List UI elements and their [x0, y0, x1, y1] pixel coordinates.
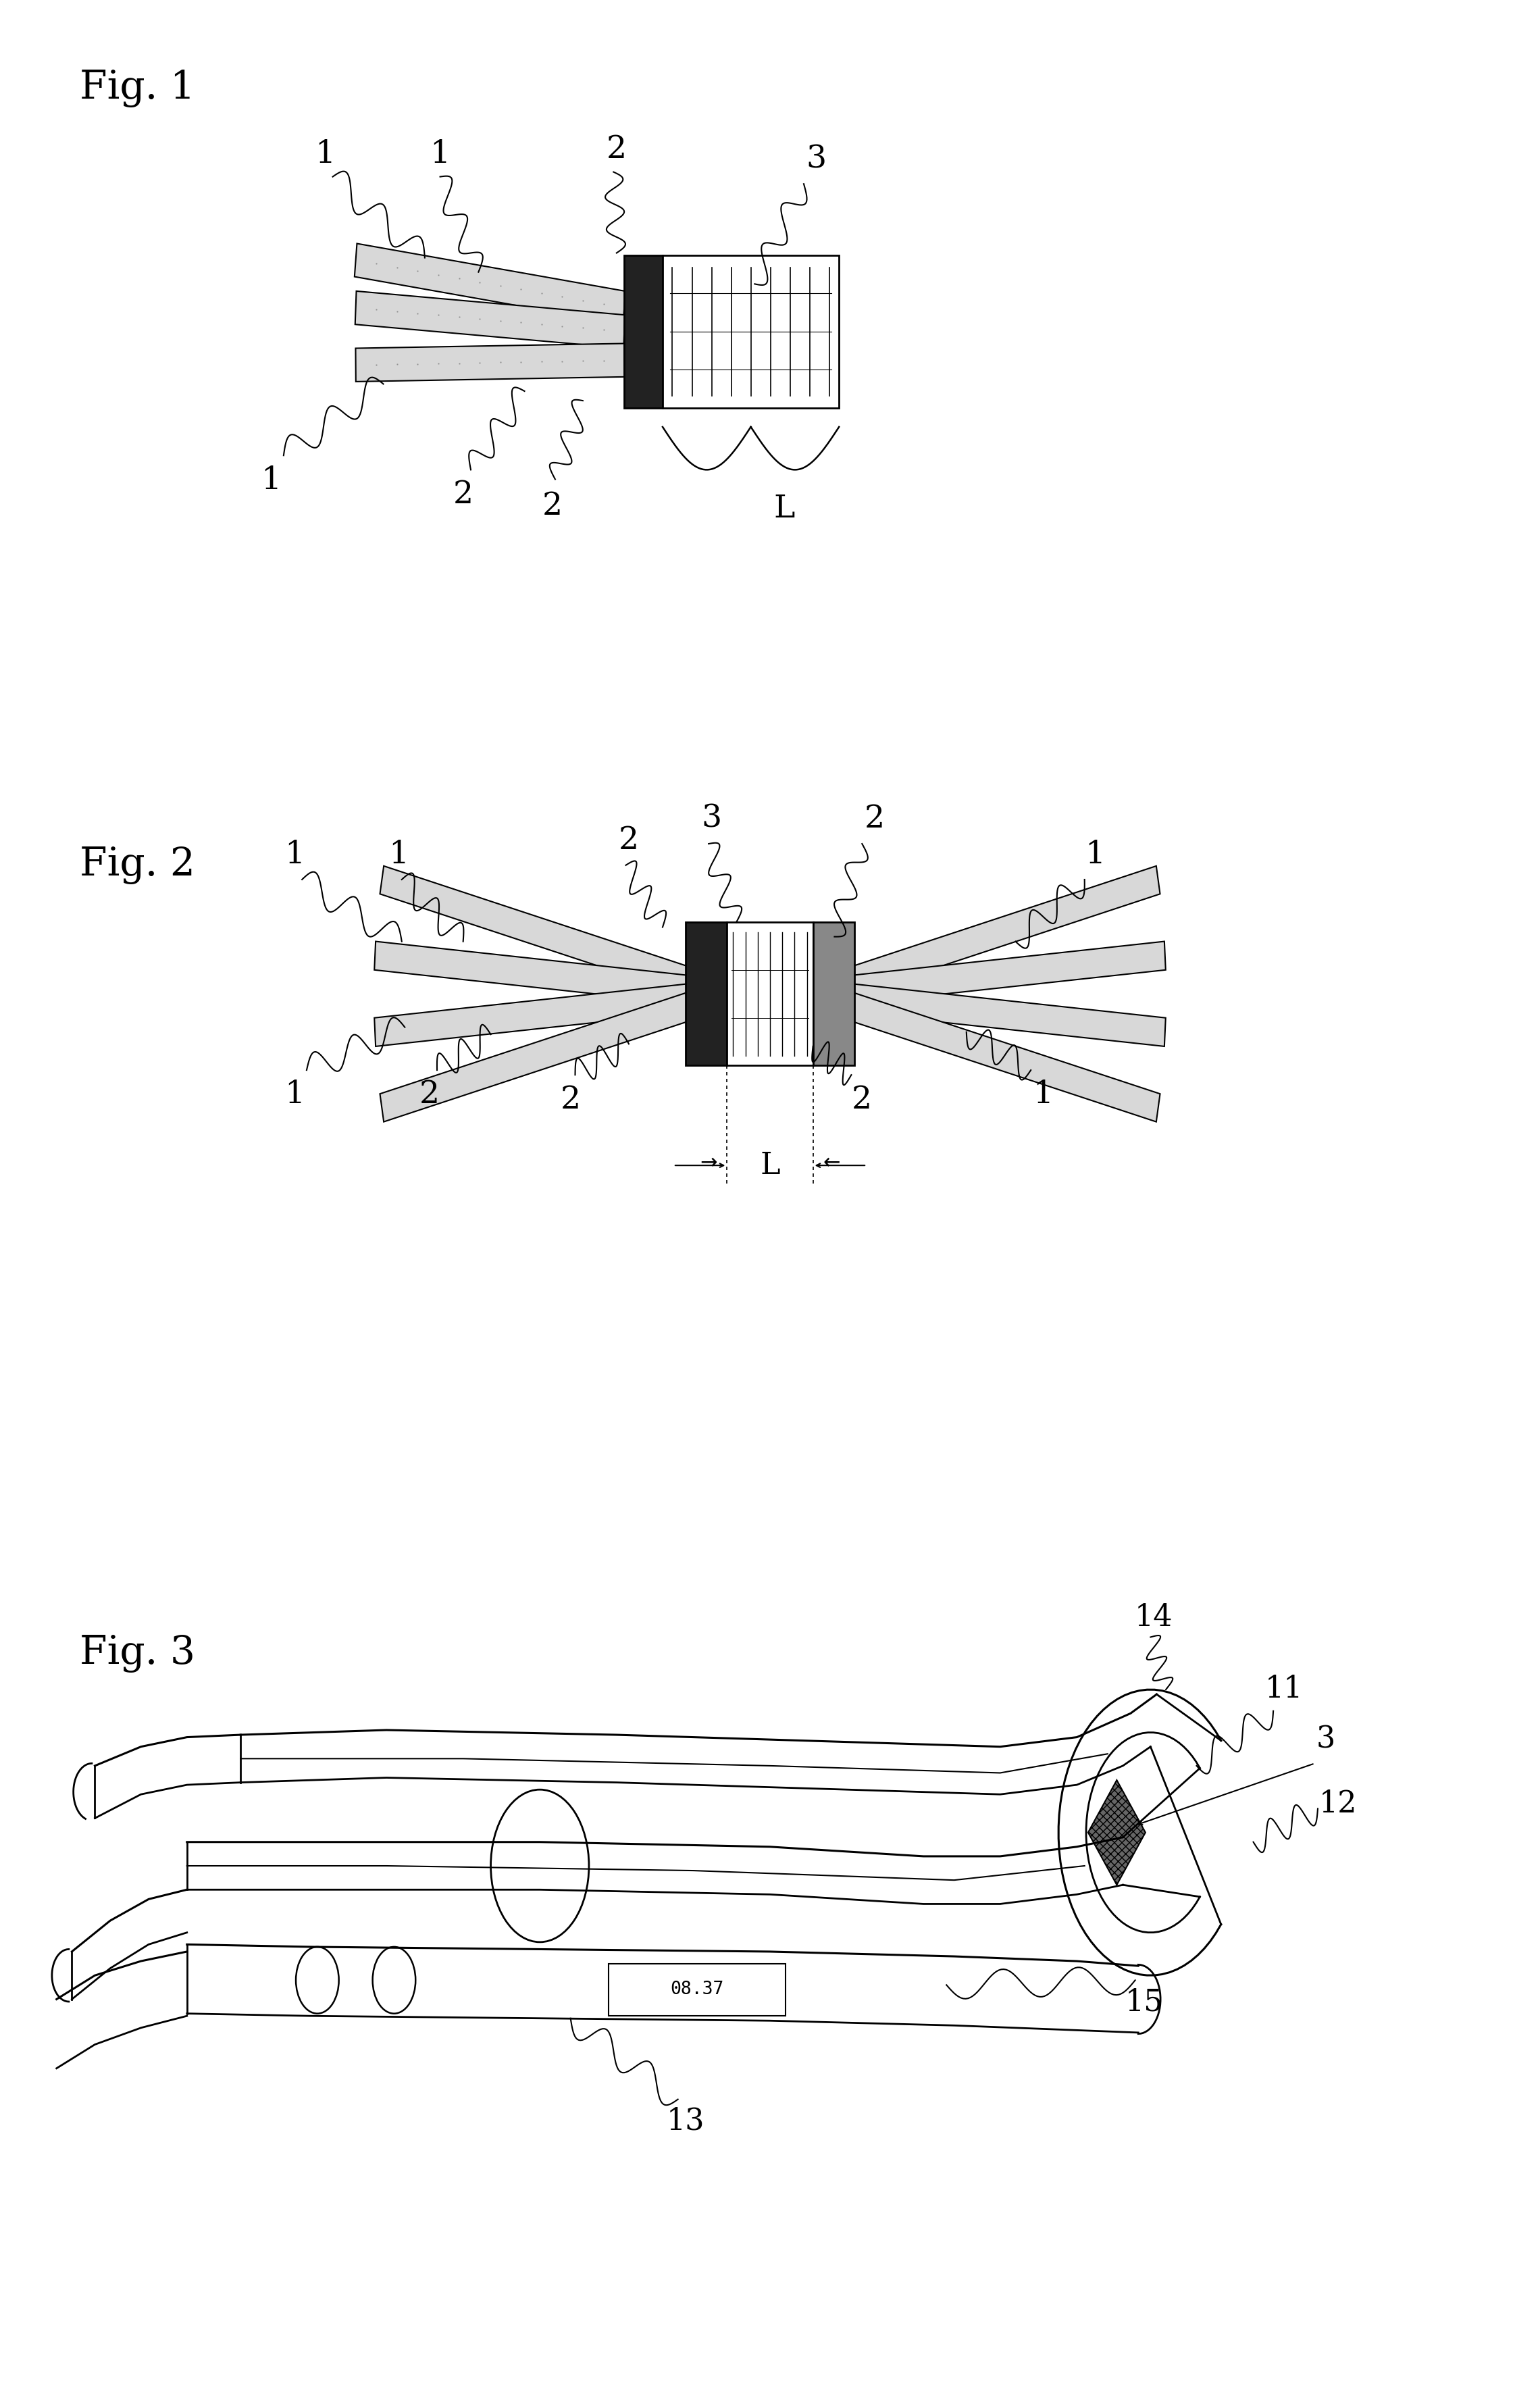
Polygon shape	[812, 979, 1160, 1122]
Text: 2: 2	[607, 134, 627, 165]
Text: 2: 2	[561, 1084, 581, 1115]
Text: 14: 14	[1135, 1602, 1173, 1633]
Text: 1: 1	[388, 841, 408, 869]
Polygon shape	[354, 244, 625, 325]
Text: 3: 3	[1315, 1724, 1335, 1753]
Bar	[662, 256, 839, 408]
Polygon shape	[1089, 1779, 1146, 1884]
Text: 2: 2	[453, 480, 473, 511]
Text: ←: ←	[822, 1153, 839, 1173]
Polygon shape	[356, 344, 624, 382]
Polygon shape	[374, 979, 728, 1046]
Text: Fig. 3: Fig. 3	[80, 1636, 196, 1672]
Text: 3: 3	[805, 143, 825, 174]
Polygon shape	[374, 941, 728, 1008]
Text: 1: 1	[285, 841, 305, 869]
Polygon shape	[812, 941, 1166, 1008]
Bar	[727, 922, 813, 1065]
Polygon shape	[380, 867, 728, 1008]
Text: 2: 2	[619, 826, 639, 855]
Bar	[813, 922, 855, 1065]
Text: 2: 2	[542, 492, 562, 523]
Polygon shape	[380, 979, 728, 1122]
Bar	[608, 1963, 785, 2015]
Text: 1: 1	[285, 1079, 305, 1110]
Text: 1: 1	[314, 139, 336, 170]
Text: 13: 13	[667, 2106, 705, 2135]
Text: 3: 3	[702, 805, 722, 833]
Polygon shape	[812, 979, 1166, 1046]
Text: 1: 1	[262, 466, 282, 497]
Text: 2: 2	[419, 1079, 439, 1110]
Text: 1: 1	[430, 139, 450, 170]
Text: 08.37: 08.37	[670, 1982, 724, 1999]
Text: Fig. 2: Fig. 2	[80, 845, 196, 884]
Text: 15: 15	[1126, 1987, 1163, 2015]
Text: →: →	[701, 1153, 718, 1173]
Text: L: L	[761, 1151, 779, 1180]
Polygon shape	[356, 291, 625, 349]
Text: 1: 1	[1033, 1079, 1053, 1110]
Bar	[624, 256, 662, 408]
Text: 11: 11	[1264, 1674, 1303, 1703]
Text: 1: 1	[1086, 841, 1106, 869]
Polygon shape	[812, 867, 1160, 1008]
Text: 2: 2	[852, 1084, 872, 1115]
Text: 12: 12	[1318, 1789, 1357, 1820]
Text: Fig. 1: Fig. 1	[80, 69, 196, 107]
Text: 2: 2	[864, 805, 884, 833]
Bar	[685, 922, 727, 1065]
Text: L: L	[773, 494, 795, 523]
